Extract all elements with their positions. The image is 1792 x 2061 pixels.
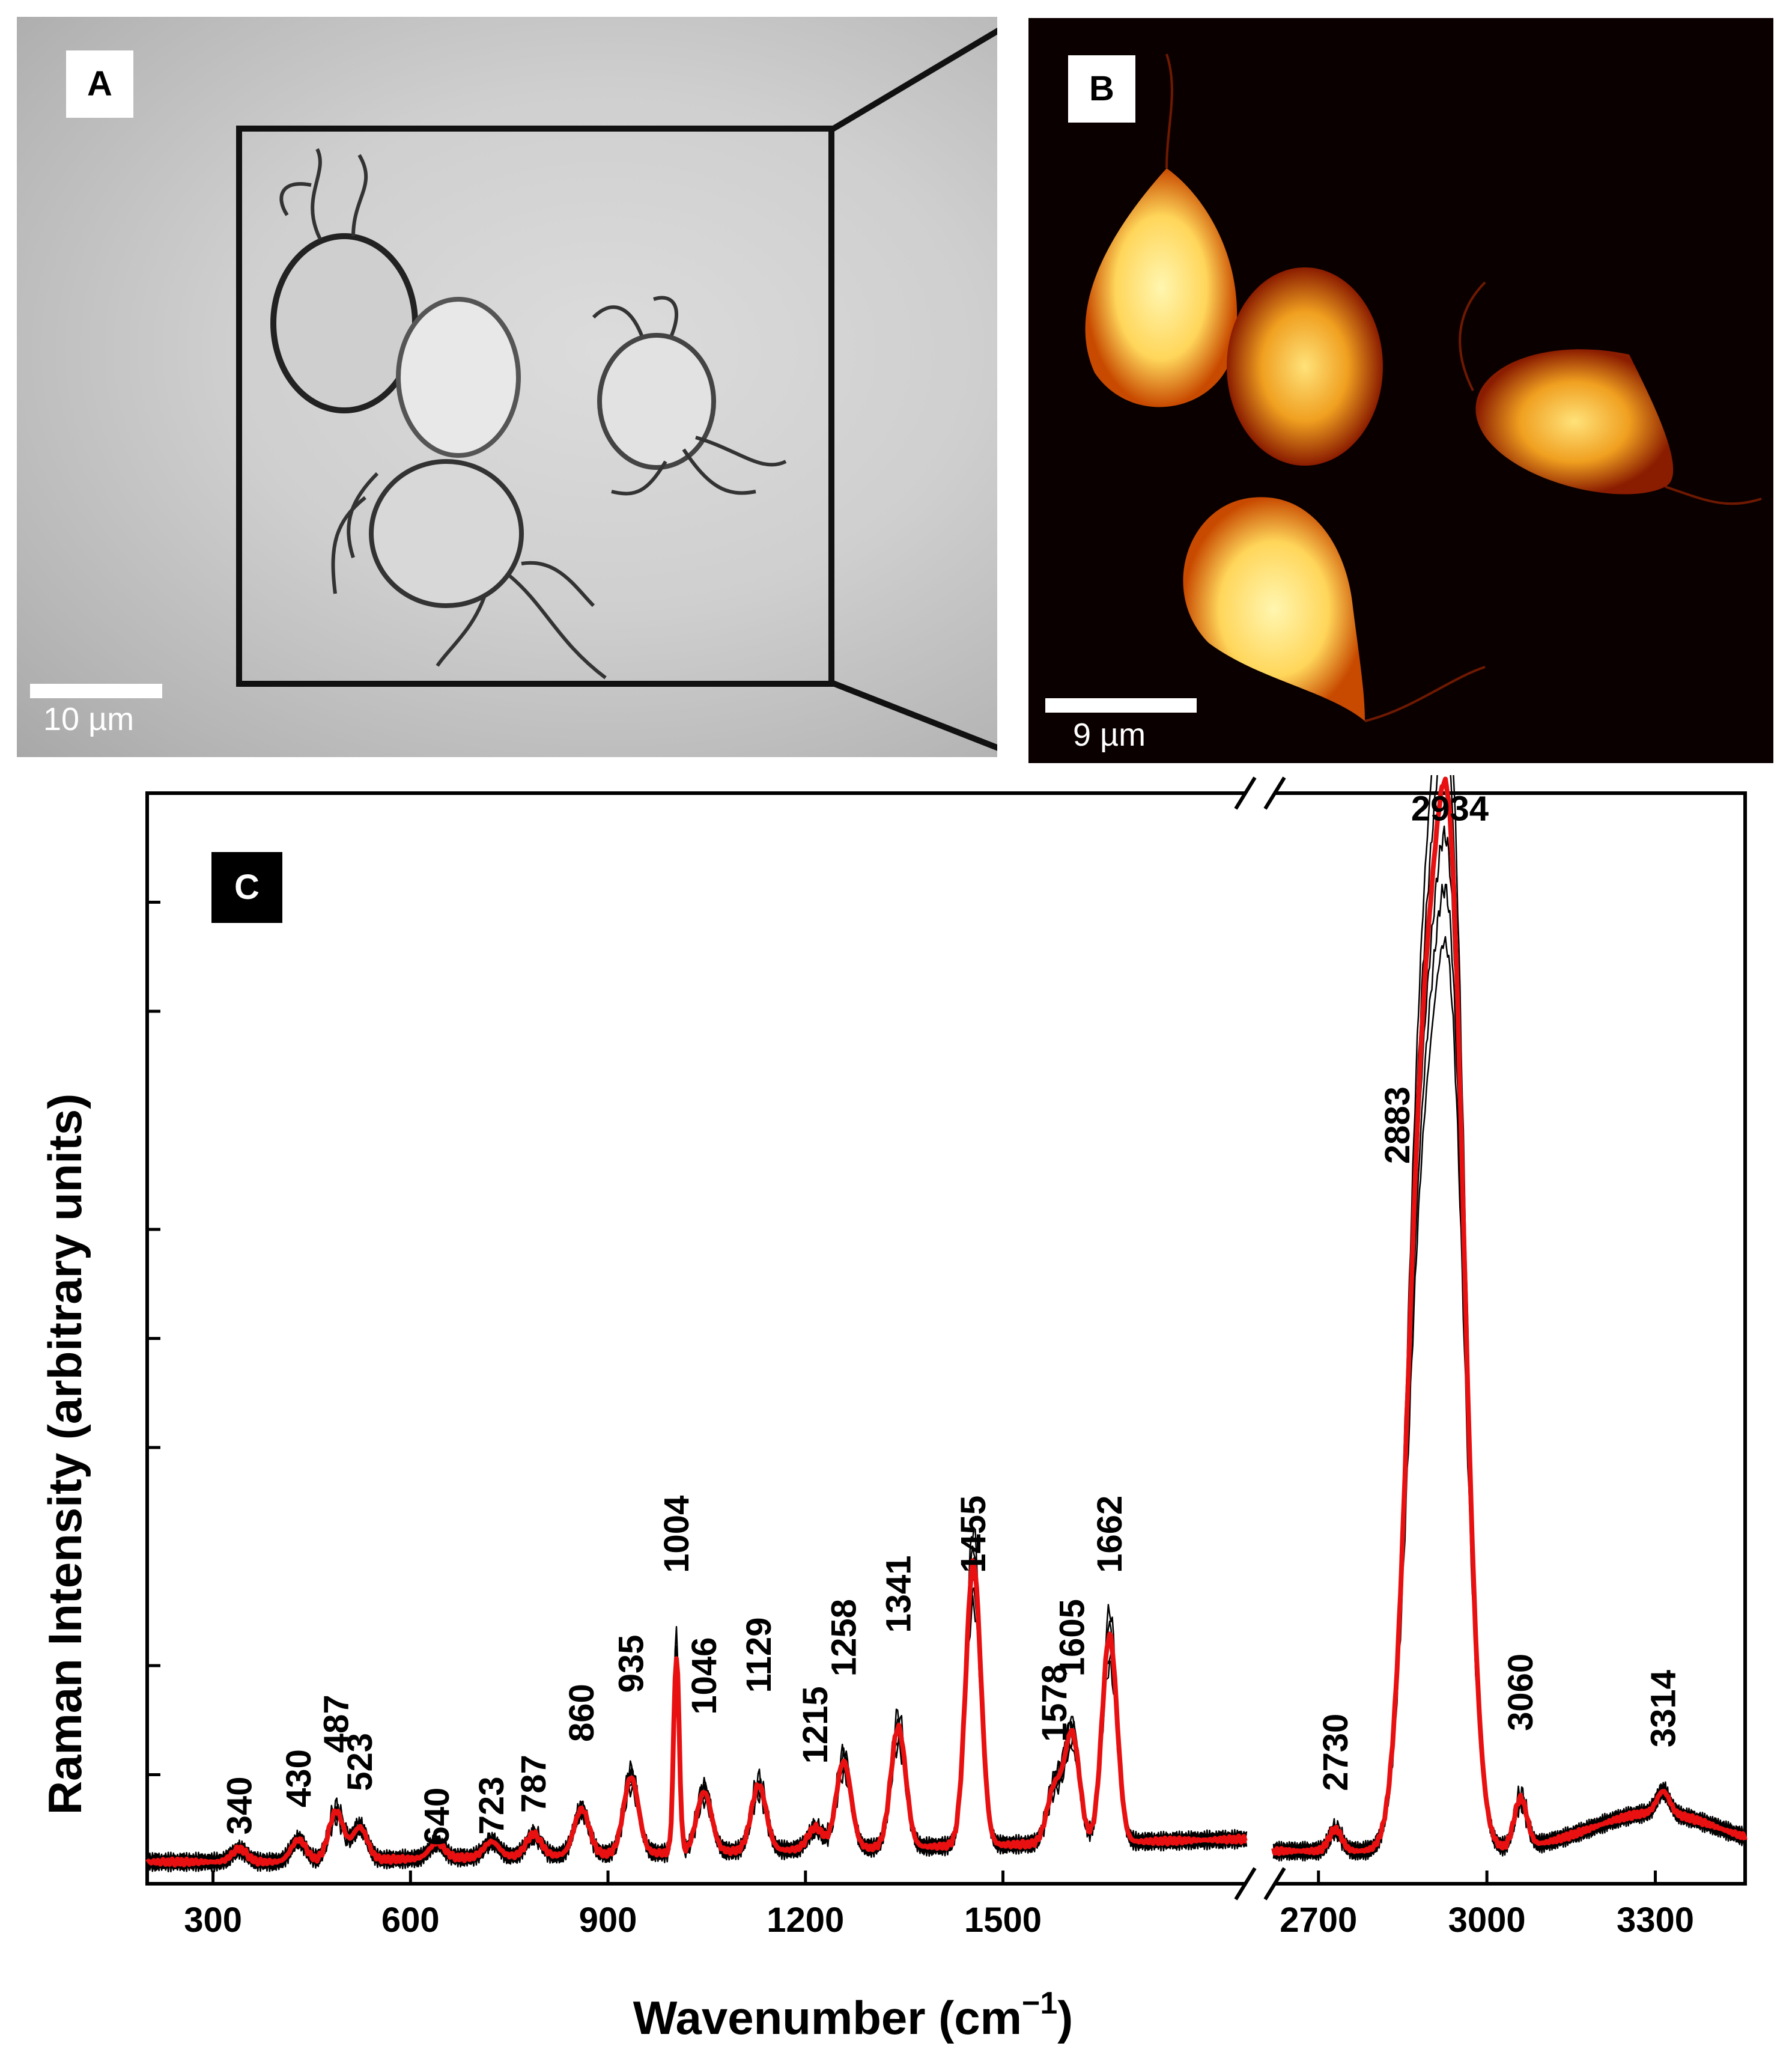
peak-label: 2934 (1411, 789, 1489, 828)
zoom-connector-bottom (830, 680, 997, 751)
chart-series (145, 775, 1748, 1873)
peak-label: 1004 (657, 1496, 696, 1573)
cell-outlines (270, 233, 716, 608)
peak-label: 935 (612, 1635, 651, 1693)
scale-bar-a (30, 684, 162, 698)
x-axis-label-exponent: −1 (1022, 1986, 1057, 2021)
peak-label: 1215 (796, 1686, 835, 1764)
cell-4 (369, 459, 524, 608)
peak-label: 430 (279, 1749, 318, 1807)
brightfield-cells-drawing (236, 27, 997, 751)
cell-map-1 (1085, 168, 1238, 407)
peak-label: 1129 (740, 1618, 779, 1693)
flagella (279, 148, 787, 680)
mean-spectrum-line (145, 1558, 1248, 1868)
x-axis-tick-label: 1500 (964, 1901, 1042, 1940)
peak-label: 723 (472, 1777, 511, 1835)
zoom-connector-top (830, 27, 997, 133)
x-axis-tick-label: 900 (579, 1901, 637, 1940)
peak-label: 1341 (879, 1556, 918, 1633)
peak-label: 3314 (1644, 1670, 1683, 1747)
x-axis-label-main: Wavenumber (cm (633, 1991, 1022, 2044)
peak-label: 487 (317, 1694, 356, 1753)
cell-1 (270, 233, 418, 413)
peak-label: 1662 (1090, 1496, 1129, 1573)
raman-map-panel: B 9 µm (1028, 18, 1773, 763)
flagella-map (1165, 53, 1762, 722)
peak-label: 1455 (954, 1496, 993, 1573)
cell-intensity-regions (1085, 168, 1674, 721)
x-axis-tick-label: 300 (184, 1901, 242, 1940)
raman-map-drawing (1085, 53, 1762, 722)
x-axis-tick-label: 600 (381, 1901, 440, 1940)
chart-frame-left (145, 791, 1247, 1886)
peak-label: 340 (220, 1777, 259, 1835)
peak-label: 860 (562, 1684, 601, 1742)
x-axis-tick-label: 2700 (1280, 1901, 1357, 1940)
scale-bar-b (1045, 698, 1197, 713)
raman-spectra-chart: 300 600 900 1200 1500 2700 3000 3300 340 4304875… (38, 775, 1748, 2044)
x-axis-tick-label: 3300 (1617, 1901, 1694, 1940)
peak-label: 1046 (685, 1637, 724, 1715)
peak-label: 2883 (1378, 1086, 1417, 1164)
panel-a-label: A (66, 50, 133, 118)
x-axis-tick-label: 3000 (1448, 1901, 1526, 1940)
panel-b-label: B (1068, 55, 1135, 123)
x-axis-label-close: ) (1057, 1991, 1073, 2044)
y-axis-label: Raman Intensity (arbitrary units) (38, 1094, 91, 1815)
peak-label: 1578 (1035, 1664, 1074, 1742)
cell-3 (597, 333, 716, 470)
chart-frame-right (1274, 791, 1747, 1886)
peak-label: 1258 (824, 1599, 863, 1676)
cell-map-3 (1475, 349, 1674, 495)
peak-label: 3060 (1501, 1654, 1540, 1731)
brightfield-image-panel: A 10 µm (17, 17, 997, 757)
scale-label-a: 10 µm (43, 701, 135, 737)
zoom-region-box (236, 126, 834, 687)
axis-break-mark (1234, 776, 1257, 810)
cell-2 (396, 297, 521, 458)
x-axis-tick-label: 1200 (767, 1901, 844, 1940)
cell-map-4 (1183, 497, 1365, 721)
scale-label-b: 9 µm (1073, 717, 1146, 753)
peak-label: 787 (514, 1755, 553, 1813)
chart-axes: 300 600 900 1200 1500 2700 3000 3300 (145, 776, 1747, 1940)
peak-label: 640 (418, 1788, 457, 1846)
peak-label: 2730 (1316, 1714, 1355, 1791)
axis-break-mark (1263, 776, 1286, 810)
x-axis-label: Wavenumber (cm−1) (633, 1986, 1074, 2044)
cell-map-2 (1227, 267, 1383, 466)
panel-c-label: C (211, 852, 282, 923)
axis-break-mark (1234, 1867, 1257, 1901)
axis-break-mark (1263, 1867, 1286, 1901)
peak-label: 523 (341, 1733, 380, 1791)
mean-spectrum-line (1271, 776, 1748, 1857)
peak-label: 1605 (1053, 1599, 1092, 1676)
